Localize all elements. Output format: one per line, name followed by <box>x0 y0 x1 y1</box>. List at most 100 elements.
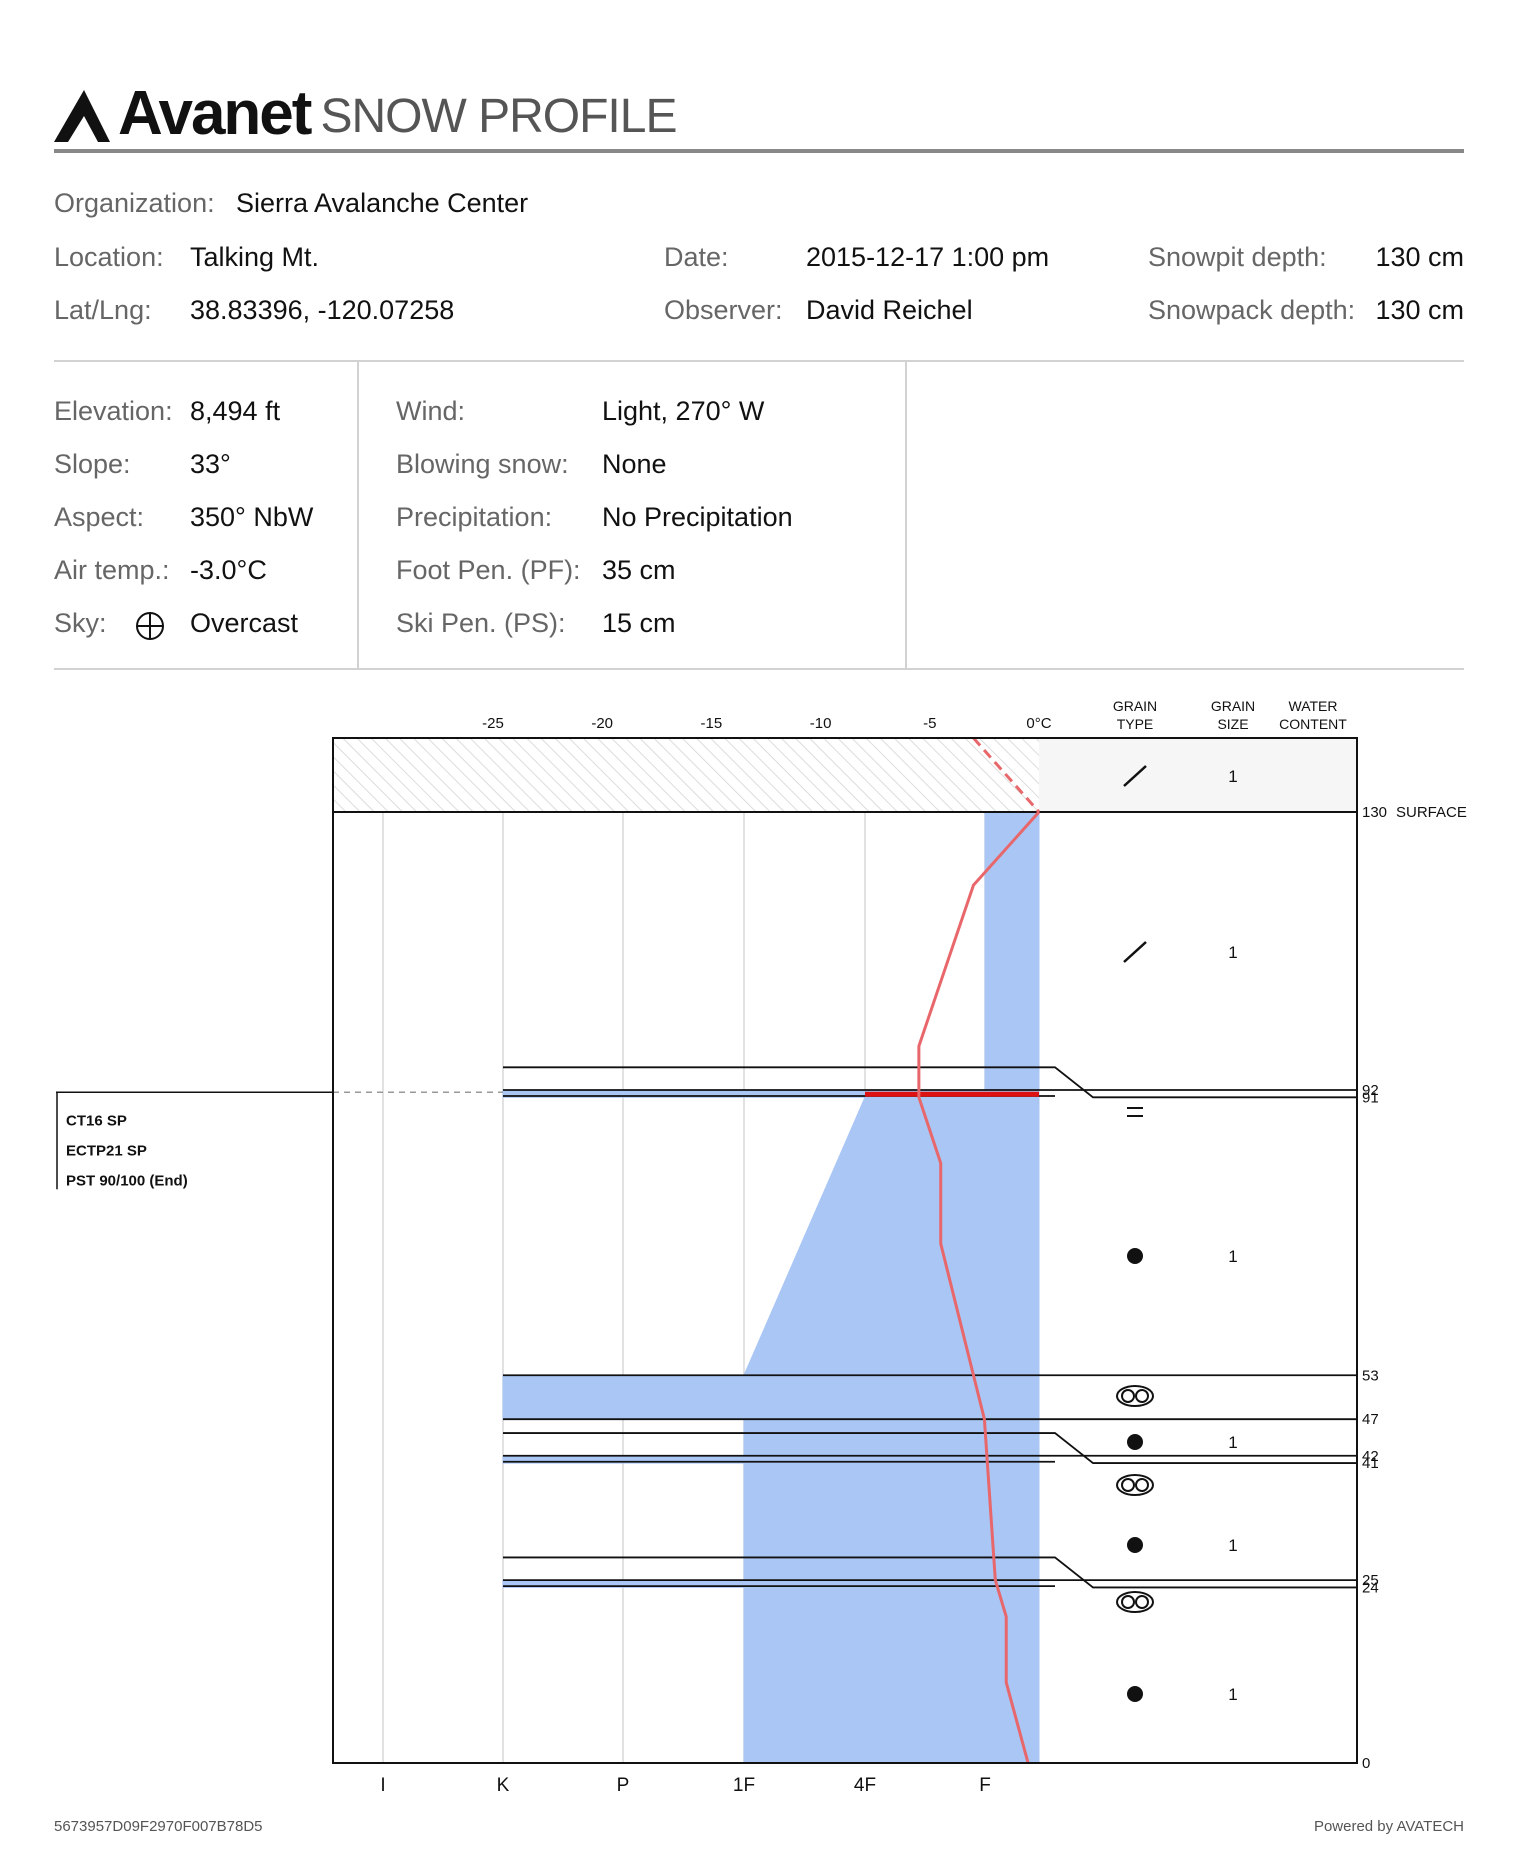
conditions-divider <box>54 668 1464 670</box>
temperature-tick-label: -15 <box>701 715 723 732</box>
ski-pen-value: 15 cm <box>602 608 676 638</box>
air-band <box>1039 738 1357 812</box>
layer-boundary-diagonal <box>503 1066 1357 1099</box>
precipitation-label: Precipitation: <box>396 502 553 532</box>
column-header: GRAIN <box>1113 698 1157 714</box>
elevation-label: Elevation: <box>54 396 173 426</box>
hardness-bar <box>984 811 1040 1091</box>
slope-label: Slope: <box>54 449 131 479</box>
brand-logo: Avanet SNOW PROFILE <box>54 79 677 148</box>
sky-label: Sky: <box>54 608 107 638</box>
foot-pen-label: Foot Pen. (PF): <box>396 555 581 585</box>
powered-by: Powered by AVATECH <box>1313 1818 1464 1835</box>
temperature-tick-label: 0°C <box>1026 715 1051 732</box>
hardness-tick-label: I <box>380 1775 385 1796</box>
air-temp-label: Air temp.: <box>54 555 170 585</box>
melt-forms-icon <box>1121 1389 1135 1403</box>
hardness-bar <box>743 1096 1040 1376</box>
location-value: Talking Mt. <box>190 242 320 272</box>
profile-id: 5673957D09F2970F007B78D5 <box>54 1818 263 1835</box>
rounded-grains-icon <box>1127 1686 1143 1702</box>
conditions-divider-right <box>905 362 907 668</box>
depth-label: 41 <box>1362 1455 1379 1472</box>
hardness-tick-label: K <box>497 1775 510 1796</box>
grain-size: 1 <box>1228 1685 1237 1704</box>
column-header: SIZE <box>1217 716 1248 732</box>
brand-name: Avanet <box>118 79 312 148</box>
aspect-value: 350° NbW <box>190 502 314 532</box>
melt-forms-icon <box>1116 1385 1154 1407</box>
surface-label: SURFACE <box>1396 804 1467 821</box>
grain-size: 1 <box>1228 1433 1237 1452</box>
temperature-tick-label: -10 <box>810 715 832 732</box>
melt-forms-icon <box>1116 1474 1154 1496</box>
chart-frame <box>332 737 1358 1764</box>
date-label: Date: <box>664 242 729 272</box>
snowpit-depth-label: Snowpit depth: <box>1148 242 1327 272</box>
rounded-grains-icon <box>1127 1537 1143 1553</box>
date-value: 2015-12-17 1:00 pm <box>806 242 1050 272</box>
conditions-divider-left <box>357 362 359 668</box>
hardness-tick-label: P <box>617 1775 630 1796</box>
grain-size: 1 <box>1228 943 1237 962</box>
foot-pen-value: 35 cm <box>602 555 676 585</box>
blowing-snow-label: Blowing snow: <box>396 449 569 479</box>
precipitation-particles-icon <box>1123 765 1147 787</box>
temperature-line <box>917 810 1041 1764</box>
air-hatch <box>333 738 1039 812</box>
test-result: ECTP21 SP <box>66 1142 147 1159</box>
observer-label: Observer: <box>664 295 783 325</box>
rounded-grains-icon <box>1127 1248 1143 1264</box>
latlng-value: 38.83396, -120.07258 <box>190 295 455 325</box>
snowpack-depth-value: 130 cm <box>1375 295 1464 325</box>
test-result: PST 90/100 (End) <box>66 1172 188 1189</box>
hardness-tick-label: F <box>979 1775 991 1796</box>
air-temperature-line <box>972 737 1041 813</box>
column-header: WATER <box>1289 698 1338 714</box>
test-result: CT16 SP <box>66 1112 127 1129</box>
precipitation-value: No Precipitation <box>602 502 793 532</box>
organization-value: Sierra Avalanche Center <box>236 188 529 218</box>
location-label: Location: <box>54 242 164 272</box>
melt-forms-icon <box>1121 1478 1135 1492</box>
melt-forms-icon <box>1135 1595 1149 1609</box>
hardness-tick-label: 4F <box>854 1775 876 1796</box>
temperature-tick-label: -5 <box>923 715 936 732</box>
melt-forms-icon <box>1135 1389 1149 1403</box>
grain-size: 1 <box>1228 767 1237 786</box>
hardness-tick-label: 1F <box>733 1775 755 1796</box>
column-header: CONTENT <box>1279 716 1347 732</box>
depth-label: 47 <box>1362 1411 1379 1428</box>
hardness-bar <box>502 1374 1040 1420</box>
depth-label: 42 <box>1362 1448 1379 1465</box>
slope-value: 33° <box>190 449 231 479</box>
rounded-grains-icon <box>1127 1434 1143 1450</box>
blowing-snow-value: None <box>602 449 667 479</box>
column-header: GRAIN <box>1211 698 1255 714</box>
elevation-value: 8,494 ft <box>190 396 281 426</box>
hardness-bar <box>743 1586 1040 1764</box>
depth-label: 53 <box>1362 1367 1379 1384</box>
wind-value: Light, 270° W <box>602 396 765 426</box>
column-header: TYPE <box>1117 716 1154 732</box>
depth-label: 25 <box>1362 1572 1379 1589</box>
precipitation-particles-icon <box>1123 941 1147 963</box>
depth-label: 92 <box>1362 1082 1379 1099</box>
latlng-label: Lat/Lng: <box>54 295 152 325</box>
temperature-tick-label: -25 <box>482 715 504 732</box>
aspect-label: Aspect: <box>54 502 145 532</box>
info-divider <box>54 360 1464 362</box>
depth-label: 24 <box>1362 1579 1379 1596</box>
ski-pen-label: Ski Pen. (PS): <box>396 608 566 638</box>
mountain-logo-icon <box>54 90 110 142</box>
snowpack-depth-label: Snowpack depth: <box>1148 295 1356 325</box>
observer-value: David Reichel <box>806 295 973 325</box>
temperature-tick-label: -20 <box>591 715 613 732</box>
wind-label: Wind: <box>396 396 466 426</box>
overcast-circle-cross-icon <box>136 612 164 640</box>
page-title: SNOW PROFILE <box>320 90 677 143</box>
air-temp-value: -3.0°C <box>190 555 267 585</box>
layer-boundary-diagonal <box>503 1432 1357 1464</box>
melt-forms-icon <box>1121 1595 1135 1609</box>
